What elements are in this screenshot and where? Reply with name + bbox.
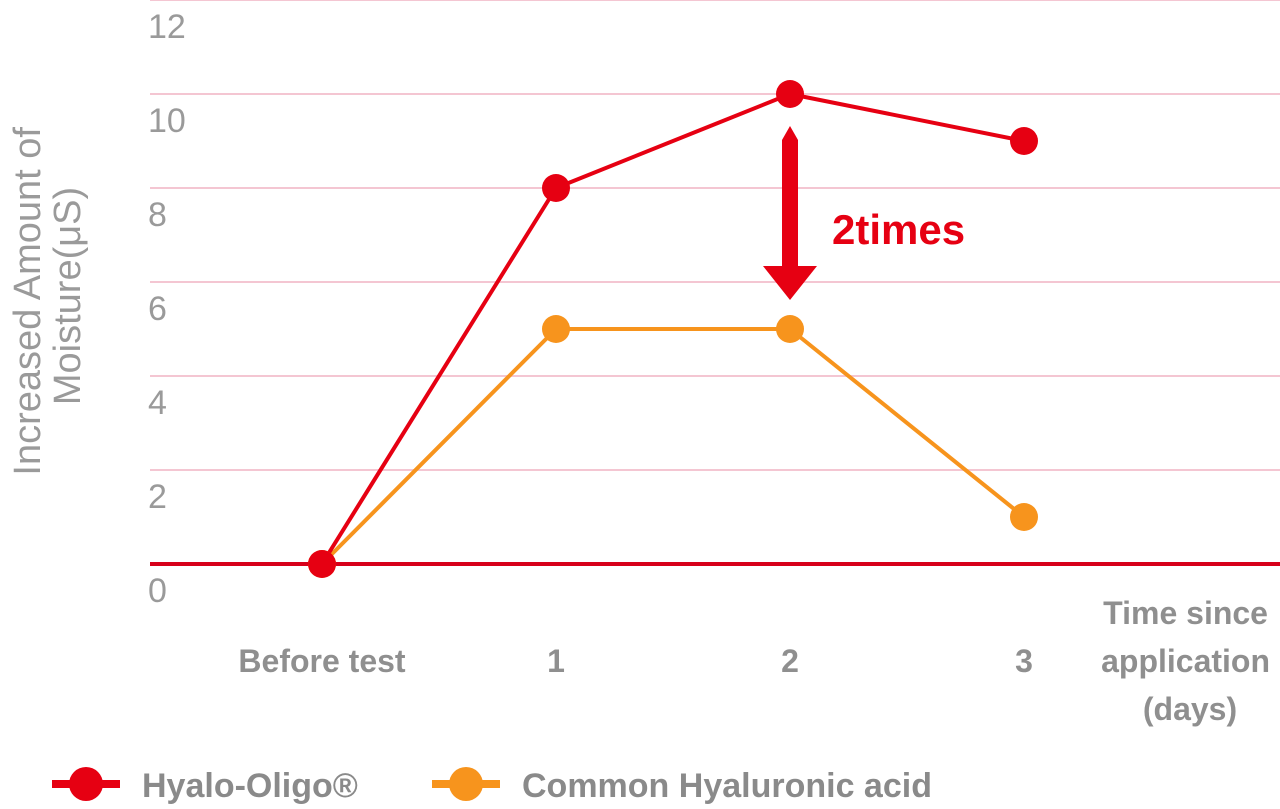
x-tick-label: 3 <box>1015 643 1033 679</box>
legend-swatch-marker <box>449 767 483 801</box>
y-axis-label-line-1: Increased Amount of <box>7 127 49 476</box>
y-tick-labels: 0 2 4 6 8 10 12 <box>148 8 186 610</box>
gridlines <box>150 0 1280 471</box>
data-point <box>1010 503 1038 531</box>
data-point <box>542 315 570 343</box>
data-point <box>776 315 804 343</box>
x-tick-labels: Before test 1 2 3 <box>238 643 1032 679</box>
y-tick-label: 4 <box>148 384 167 422</box>
y-tick-label: 10 <box>148 102 186 140</box>
x-axis-label-line-3: (days) <box>1143 691 1237 727</box>
data-point <box>542 174 570 202</box>
annotation-text: 2times <box>832 206 965 253</box>
y-axis-label-line-2: Moisture(μS) <box>47 187 89 405</box>
data-point <box>308 550 336 578</box>
data-point <box>776 80 804 108</box>
x-axis-label-line-2: application <box>1101 643 1270 679</box>
annotation-arrow <box>763 126 817 300</box>
legend-label: Hyalo-Oligo® <box>142 767 358 805</box>
legend: Hyalo-Oligo® Common Hyaluronic acid <box>52 767 932 805</box>
y-axis-label: Increased Amount of Moisture(μS) <box>7 116 89 475</box>
y-tick-label: 6 <box>148 290 167 328</box>
x-tick-label: 2 <box>781 643 799 679</box>
series-lines <box>320 92 1026 566</box>
series-line <box>320 92 1025 566</box>
legend-swatch-marker <box>69 767 103 801</box>
series-points <box>308 80 1038 578</box>
y-tick-label: 2 <box>148 478 167 516</box>
legend-label: Common Hyaluronic acid <box>522 767 932 805</box>
x-axis-label: Time since application (days) <box>1101 595 1279 727</box>
y-tick-label: 12 <box>148 8 186 46</box>
x-axis-label-line-1: Time since <box>1103 595 1268 631</box>
y-tick-label: 8 <box>148 196 167 234</box>
data-point <box>1010 127 1038 155</box>
x-tick-label: 1 <box>547 643 565 679</box>
y-tick-label: 0 <box>148 572 167 610</box>
legend-item: Common Hyaluronic acid <box>432 767 932 805</box>
comparison-annotation: 2times <box>763 126 965 300</box>
series-line <box>320 327 1026 566</box>
legend-item: Hyalo-Oligo® <box>52 767 358 805</box>
x-tick-label: Before test <box>238 643 406 679</box>
